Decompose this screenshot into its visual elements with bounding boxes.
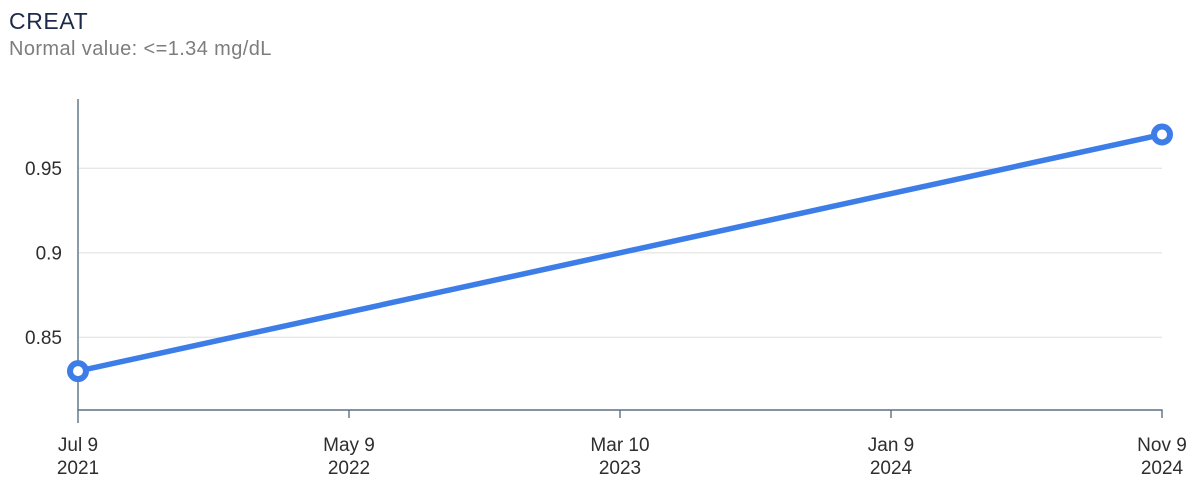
axis-layer bbox=[77, 99, 1163, 423]
data-point-marker-1[interactable] bbox=[1151, 123, 1173, 146]
data-point-marker-0[interactable] bbox=[67, 360, 89, 383]
chart-subtitle: Normal value: <=1.34 mg/dL bbox=[9, 38, 272, 61]
chart-title: CREAT bbox=[9, 8, 89, 34]
x-axis-label: May 9 2022 bbox=[323, 435, 375, 479]
y-axis-labels: 0.85 0.9 0.95 bbox=[25, 159, 62, 349]
x-axis-label: Jan 9 2024 bbox=[868, 435, 914, 479]
y-axis-label: 0.9 bbox=[36, 243, 62, 264]
chart-header: CREAT Normal value: <=1.34 mg/dL bbox=[9, 8, 272, 61]
series-line bbox=[75, 131, 1165, 374]
series-layer bbox=[67, 123, 1173, 383]
x-axis-label: Mar 10 2023 bbox=[590, 435, 649, 479]
x-axis-labels: Jul 9 2021 May 9 2022 Mar 10 2023 Jan 9 2024 Nov… bbox=[57, 435, 1187, 479]
y-axis-label: 0.95 bbox=[25, 159, 62, 180]
x-axis-label: Nov 9 2024 bbox=[1137, 435, 1187, 479]
x-axis-label: Jul 9 2021 bbox=[57, 435, 99, 479]
y-axis-label: 0.85 bbox=[25, 328, 62, 349]
